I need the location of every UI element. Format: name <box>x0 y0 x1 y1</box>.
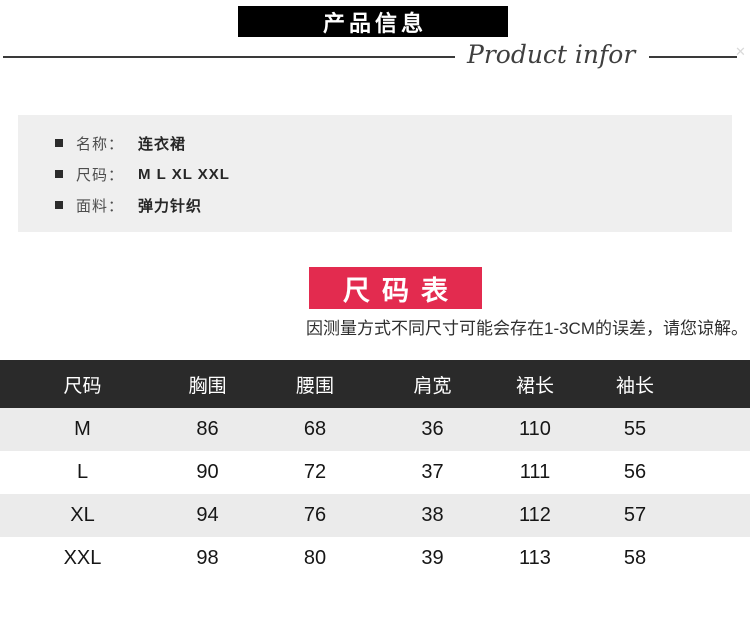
size-chart-banner-text: 尺码表 <box>343 275 460 306</box>
cell-size: XXL <box>63 547 102 569</box>
table-row-l: L 90 72 37 111 56 <box>0 451 750 494</box>
size-table: 尺码 胸围 腰围 肩宽 裙长 袖长 M 86 68 36 110 55 L 90… <box>0 360 750 580</box>
product-info-row-fabric: 面料： 弹力针织 <box>55 190 732 220</box>
cell-waist: 76 <box>303 504 327 526</box>
line-end-flourish-icon: ✕ <box>735 44 746 59</box>
product-fabric-label: 面料： <box>76 197 125 215</box>
cell-bust: 86 <box>196 418 219 440</box>
product-name-label: 名称： <box>76 135 125 153</box>
cell-skirt-length: 112 <box>519 504 551 526</box>
column-header-waist: 腰围 <box>295 375 334 397</box>
product-info-row-name: 名称： 连衣裙 <box>55 128 732 158</box>
cell-shoulder: 36 <box>421 418 444 440</box>
cell-bust: 94 <box>196 504 219 526</box>
cell-size: XL <box>70 504 95 526</box>
column-header-bust: 胸围 <box>188 375 227 397</box>
table-row-m: M 86 68 36 110 55 <box>0 408 750 451</box>
cell-skirt-length: 111 <box>519 461 551 483</box>
column-header-skirt-length: 裙长 <box>515 375 554 397</box>
product-info-panel: 名称： 连衣裙 尺码： M L XL XXL 面料： 弹力针织 <box>18 115 732 232</box>
cell-sleeve-length: 58 <box>623 547 647 569</box>
square-bullet-icon <box>55 201 63 209</box>
square-bullet-icon <box>55 170 63 178</box>
cell-shoulder: 38 <box>421 504 444 526</box>
cell-skirt-length: 110 <box>519 418 551 440</box>
cell-bust: 98 <box>196 547 219 569</box>
table-row-xxl: XXL 98 80 39 113 58 <box>0 537 750 580</box>
size-table-header-row: 尺码 胸围 腰围 肩宽 裙长 袖长 <box>0 360 750 408</box>
cell-sleeve-length: 57 <box>623 504 647 526</box>
product-name-value: 连衣裙 <box>138 135 187 153</box>
cell-waist: 72 <box>303 461 327 483</box>
cell-skirt-length: 113 <box>519 547 551 569</box>
cell-sleeve-length: 55 <box>623 418 647 440</box>
cell-waist: 68 <box>303 418 327 440</box>
table-row-xl: XL 94 76 38 112 57 <box>0 494 750 537</box>
cell-size: L <box>76 461 89 483</box>
cell-sleeve-length: 56 <box>623 461 647 483</box>
cell-shoulder: 39 <box>421 547 444 569</box>
product-info-row-size: 尺码： M L XL XXL <box>55 159 732 189</box>
measurement-note: 因测量方式不同尺寸可能会存在1-3CM的误差，请您谅解。 <box>305 319 748 338</box>
column-header-shoulder: 肩宽 <box>413 375 452 397</box>
divider-line-left <box>3 56 455 58</box>
cell-shoulder: 37 <box>421 461 444 483</box>
subtitle-script-text: Product infor <box>467 39 636 69</box>
product-size-label: 尺码： <box>76 166 125 184</box>
cell-bust: 90 <box>196 461 219 483</box>
subtitle-divider-row: Product infor <box>0 40 750 74</box>
product-info-title: 产品信息 <box>322 10 427 36</box>
divider-line-right <box>649 56 737 58</box>
column-header-size: 尺码 <box>63 375 102 397</box>
size-chart-banner: 尺码表 <box>309 267 482 309</box>
product-info-title-banner: 产品信息 <box>238 6 508 37</box>
product-size-value: M L XL XXL <box>138 165 230 183</box>
product-fabric-value: 弹力针织 <box>138 197 203 215</box>
cell-size: M <box>74 418 91 440</box>
square-bullet-icon <box>55 139 63 147</box>
cell-waist: 80 <box>303 547 327 569</box>
column-header-sleeve-length: 袖长 <box>615 375 654 397</box>
